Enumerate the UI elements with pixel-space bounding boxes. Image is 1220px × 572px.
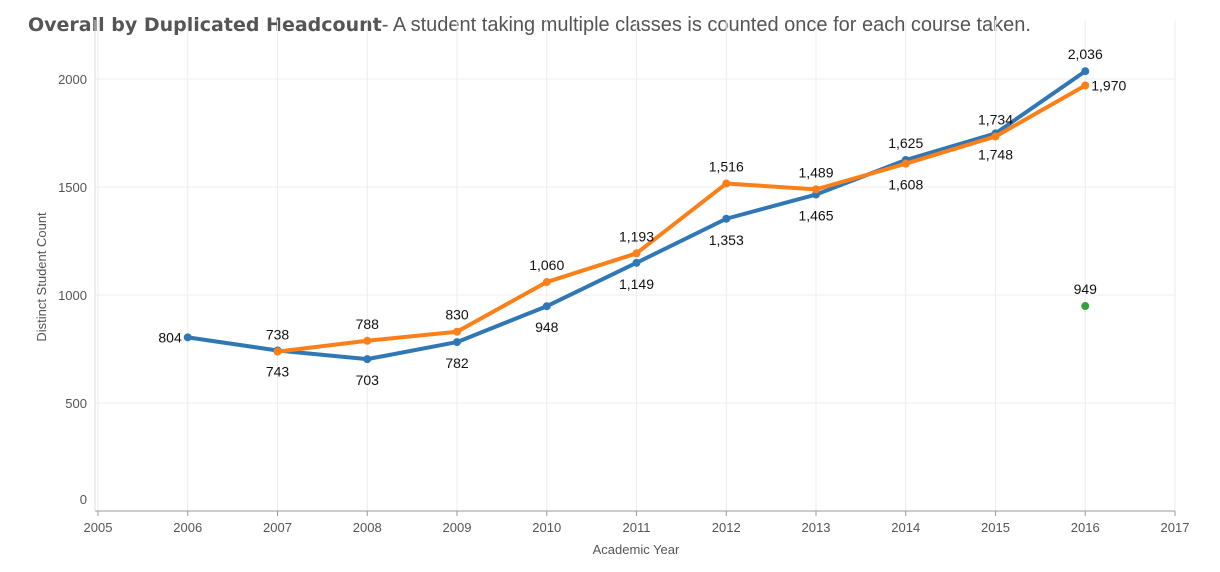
- x-tick-label: 2017: [1161, 520, 1190, 535]
- x-tick-label: 2014: [891, 520, 920, 535]
- x-tick-label: 2016: [1071, 520, 1100, 535]
- blue-data-point: [363, 355, 372, 364]
- orange-data-label: 788: [356, 316, 380, 332]
- x-tick-label: 2006: [173, 520, 202, 535]
- blue-data-label: 782: [445, 355, 469, 371]
- blue-data-point: [632, 258, 641, 267]
- green-data-point: [1081, 302, 1090, 311]
- chart-title: Overall by Duplicated Headcount- A stude…: [28, 14, 1031, 37]
- blue-data-label: 1,353: [709, 232, 744, 248]
- y-tick-label: 1000: [58, 288, 87, 303]
- x-axis-title: Academic Year: [593, 542, 680, 557]
- orange-data-label: 830: [445, 307, 469, 323]
- orange-data-point: [453, 327, 461, 336]
- blue-data-label: 1,748: [978, 146, 1013, 162]
- orange-data-label: 1,608: [888, 177, 923, 193]
- orange-data-point: [542, 278, 551, 287]
- x-tick-label: 2015: [981, 520, 1010, 535]
- orange-data-point: [722, 179, 731, 188]
- x-tick-label: 2008: [353, 520, 382, 535]
- orange-data-point: [363, 336, 372, 345]
- orange-data-point: [632, 249, 641, 258]
- y-tick-label: 500: [65, 396, 87, 411]
- blue-data-label: 804: [158, 329, 182, 345]
- blue-data-point: [722, 214, 731, 223]
- orange-data-label: 1,193: [619, 228, 654, 244]
- blue-data-point: [183, 333, 192, 342]
- orange-data-point: [991, 132, 1000, 141]
- x-tick-label: 2010: [532, 520, 561, 535]
- y-axis-title: Distinct Student Count: [34, 212, 49, 342]
- x-tick-label: 2012: [712, 520, 741, 535]
- orange-data-label: 1,489: [798, 164, 833, 180]
- title-bold: Overall by Duplicated Headcount: [28, 14, 382, 36]
- orange-data-label: 738: [266, 327, 290, 343]
- x-tick-label: 2005: [84, 520, 113, 535]
- blue-data-point: [453, 338, 461, 347]
- orange-data-point: [1081, 81, 1090, 90]
- orange-data-label: 1,970: [1091, 77, 1126, 93]
- orange-data-point: [812, 185, 820, 194]
- blue-data-label: 743: [266, 364, 290, 380]
- blue-data-label: 948: [535, 319, 559, 335]
- x-tick-label: 2013: [802, 520, 831, 535]
- subtitle: - A student taking multiple classes is c…: [381, 14, 1031, 36]
- x-tick-label: 2011: [623, 520, 651, 535]
- y-tick-label: 0: [80, 492, 87, 507]
- blue-data-point: [542, 302, 551, 311]
- orange-data-label: 1,734: [978, 111, 1013, 127]
- blue-data-label: 1,625: [888, 135, 923, 151]
- blue-data-label: 703: [356, 372, 380, 388]
- x-tick-label: 2009: [443, 520, 472, 535]
- orange-series-line: [277, 83, 1087, 354]
- blue-data-point: [1081, 67, 1090, 76]
- blue-data-label: 1,465: [798, 208, 833, 224]
- x-tick-label: 2007: [263, 520, 292, 535]
- orange-data-label: 1,060: [529, 257, 564, 273]
- blue-data-label: 1,149: [619, 276, 654, 292]
- orange-data-label: 1,516: [709, 159, 744, 175]
- y-tick-label: 2000: [58, 72, 87, 87]
- orange-data-point: [273, 347, 282, 356]
- green-data-label: 949: [1074, 281, 1098, 297]
- y-tick-label: 1500: [58, 180, 87, 195]
- blue-data-label: 2,036: [1068, 46, 1103, 62]
- orange-data-point: [901, 159, 910, 168]
